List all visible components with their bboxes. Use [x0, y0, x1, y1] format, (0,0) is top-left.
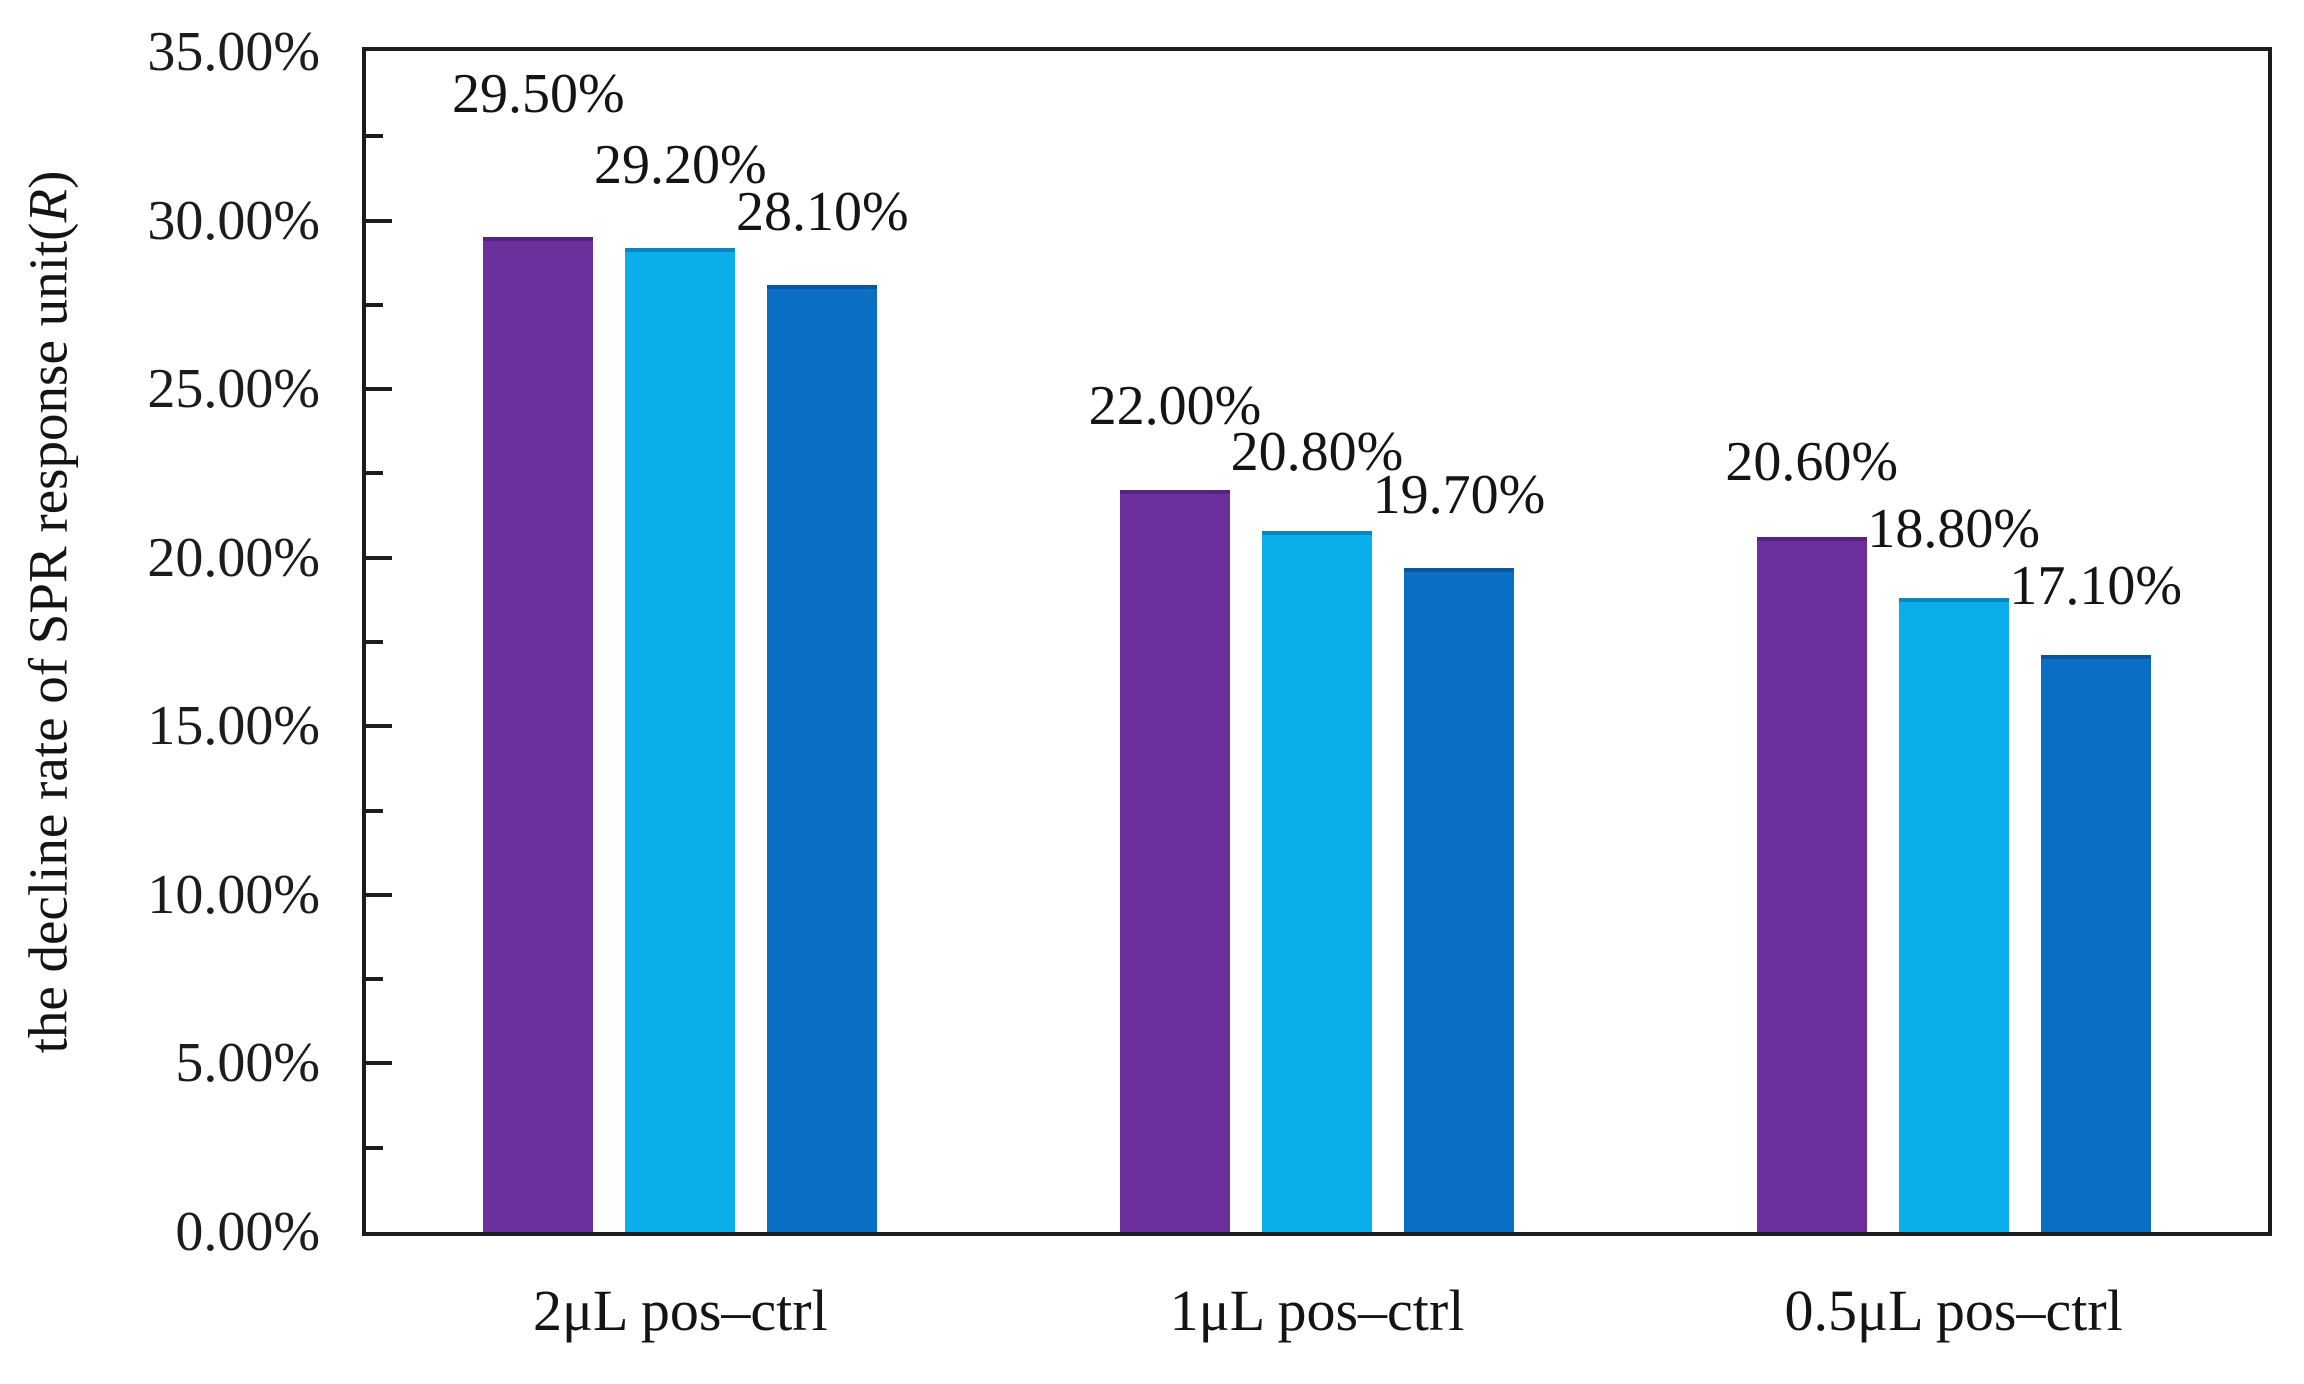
- y-minor-tick: [366, 302, 383, 307]
- y-major-tick: [366, 555, 392, 560]
- bar: [1756, 537, 1867, 1232]
- bar: [1898, 598, 2009, 1232]
- y-tick-label: 30.00%: [147, 189, 320, 252]
- bar-label: 22.00%: [1088, 375, 1262, 438]
- bar: [483, 237, 594, 1232]
- bar-label: 19.70%: [1372, 463, 1546, 526]
- bar-label: 29.50%: [452, 63, 625, 126]
- x-category-label: 0.5μL pos–ctrl: [1784, 1278, 2123, 1343]
- y-major-tick: [366, 218, 392, 223]
- bar-label: 29.20%: [594, 133, 767, 196]
- bar: [1262, 530, 1372, 1232]
- y-tick-label: 25.00%: [147, 358, 320, 421]
- y-minor-tick: [366, 808, 383, 813]
- y-tick-label: 0.00%: [175, 1201, 320, 1263]
- bar: [1120, 490, 1230, 1232]
- bar: [625, 247, 736, 1232]
- bar-label: 28.10%: [736, 180, 909, 243]
- y-minor-tick: [366, 977, 383, 982]
- bar: [2040, 655, 2151, 1232]
- y-minor-tick: [366, 640, 383, 644]
- y-major-tick: [366, 724, 392, 729]
- y-tick-label: 5.00%: [175, 1032, 320, 1095]
- bar-label: 20.80%: [1230, 420, 1404, 483]
- bar-label: 17.10%: [2009, 555, 2182, 618]
- y-major-tick: [366, 892, 392, 897]
- x-category-label: 2μL pos–ctrl: [532, 1278, 828, 1343]
- y-minor-tick: [366, 134, 383, 139]
- bar-label: 18.80%: [1867, 498, 2040, 561]
- y-minor-tick: [366, 1145, 383, 1150]
- y-tick-label: 10.00%: [147, 863, 320, 926]
- y-tick-label: 35.00%: [147, 21, 320, 83]
- y-major-tick: [366, 387, 392, 392]
- y-minor-tick: [366, 471, 383, 476]
- y-tick-label: 20.00%: [147, 526, 320, 589]
- y-major-tick: [366, 1061, 392, 1066]
- y-tick-label: 15.00%: [147, 695, 320, 758]
- bar: [767, 284, 878, 1232]
- x-category-label: 1μL pos–ctrl: [1169, 1278, 1465, 1343]
- y-axis-title-text: the decline rate of SPR response unit(: [17, 222, 79, 1054]
- bar: [1404, 567, 1514, 1232]
- y-axis-title-close: ): [17, 170, 79, 189]
- bar-label: 20.60%: [1725, 431, 1898, 494]
